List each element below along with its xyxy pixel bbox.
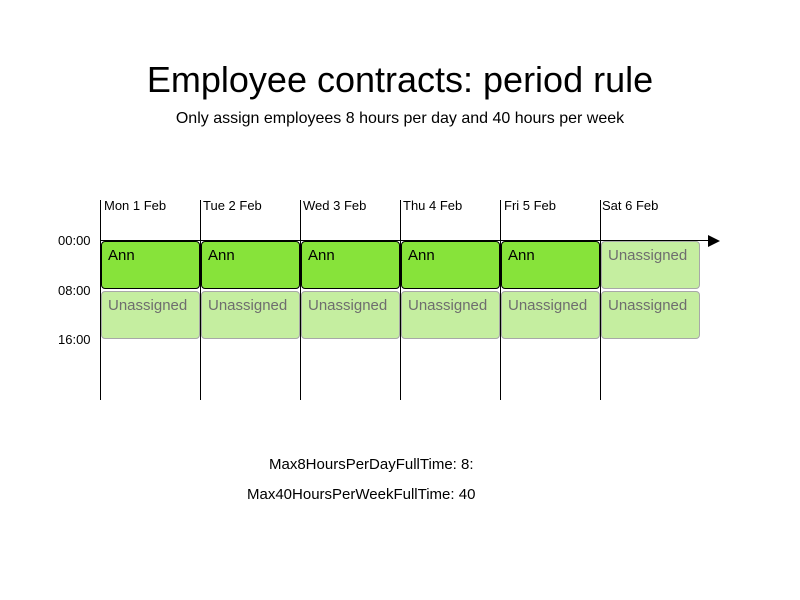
day-label-sat: Sat 6 Feb bbox=[602, 198, 659, 213]
shift-wed-early[interactable]: Ann bbox=[301, 241, 400, 289]
time-axis-line bbox=[100, 240, 710, 241]
diagram-subtitle: Only assign employees 8 hours per day an… bbox=[175, 110, 625, 127]
shift-mon-day[interactable]: Unassigned bbox=[101, 291, 200, 339]
shift-sat-day[interactable]: Unassigned bbox=[601, 291, 700, 339]
shift-thu-day[interactable]: Unassigned bbox=[401, 291, 500, 339]
rule-max-per-day: Max8HoursPerDayFullTime: 8: bbox=[269, 456, 474, 473]
time-label-0000: 00:00 bbox=[58, 233, 91, 248]
time-label-0800: 08:00 bbox=[58, 283, 91, 298]
shift-mon-early[interactable]: Ann bbox=[101, 241, 200, 289]
day-label-tue: Tue 2 Feb bbox=[203, 198, 262, 213]
day-label-mon: Mon 1 Feb bbox=[104, 198, 167, 213]
shift-fri-early[interactable]: Ann bbox=[501, 241, 600, 289]
day-label-wed: Wed 3 Feb bbox=[303, 198, 367, 213]
shift-fri-day[interactable]: Unassigned bbox=[501, 291, 600, 339]
day-divider bbox=[600, 200, 601, 400]
day-label-thu: Thu 4 Feb bbox=[403, 198, 463, 213]
shift-sat-early[interactable]: Unassigned bbox=[601, 241, 700, 289]
day-divider bbox=[100, 200, 101, 400]
day-divider bbox=[400, 200, 401, 400]
day-label-fri: Fri 5 Feb bbox=[504, 198, 557, 213]
rule-max-per-week: Max40HoursPerWeekFullTime: 40 bbox=[247, 486, 476, 503]
day-divider bbox=[300, 200, 301, 400]
diagram-title: Employee contracts: period rule bbox=[146, 59, 654, 100]
shift-tue-early[interactable]: Ann bbox=[201, 241, 300, 289]
time-axis-arrow-icon bbox=[708, 235, 720, 247]
day-divider bbox=[500, 200, 501, 400]
time-label-1600: 16:00 bbox=[58, 332, 91, 347]
shift-tue-day[interactable]: Unassigned bbox=[201, 291, 300, 339]
day-divider bbox=[200, 200, 201, 400]
shift-wed-day[interactable]: Unassigned bbox=[301, 291, 400, 339]
shift-thu-early[interactable]: Ann bbox=[401, 241, 500, 289]
